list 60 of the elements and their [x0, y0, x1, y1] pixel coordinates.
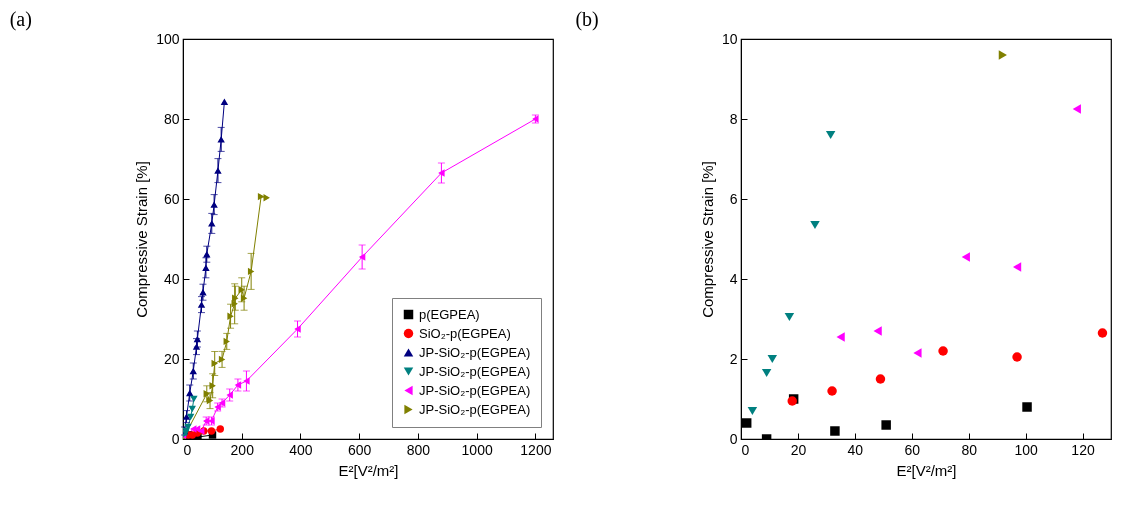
point: [1022, 402, 1032, 412]
legend-label: JP-SiO₂-p(EGPEA): [419, 363, 531, 379]
y-tick-label: 0: [171, 430, 180, 447]
legend-label: SiO₂-p(EGPEA): [419, 325, 511, 341]
point: [881, 420, 891, 430]
x-tick-label: 600: [348, 441, 372, 458]
x-tick-label: 20: [790, 441, 807, 458]
point: [1012, 352, 1022, 362]
point: [961, 252, 970, 262]
point: [810, 220, 820, 230]
point: [827, 386, 837, 396]
point: [998, 50, 1007, 60]
x-tick-label: 60: [904, 441, 921, 458]
x-tick-label: 120: [1071, 441, 1095, 458]
y-tick-label: 6: [729, 190, 738, 207]
x-tick-label: 400: [289, 441, 313, 458]
y-axis-title: Compressive Strain [%]: [698, 161, 716, 318]
point: [875, 374, 886, 384]
point: [873, 326, 882, 336]
point: [1072, 104, 1081, 114]
y-tick-label: 0: [729, 430, 738, 447]
point: [830, 426, 840, 436]
point: [784, 312, 795, 322]
x-tick-label: 1200: [520, 441, 552, 458]
x-tick-label: 1000: [461, 441, 493, 458]
y-tick-label: 100: [156, 30, 180, 47]
y-tick-label: 4: [729, 270, 738, 287]
x-axis-title: E²[V²/m²]: [896, 461, 957, 479]
text: (b): [575, 8, 599, 31]
legend-label: JP-SiO₂-p(EGPEA): [419, 382, 531, 398]
y-axis-title: Compressive Strain [%]: [133, 161, 151, 318]
legend-label: JP-SiO₂-p(EGPEA): [419, 401, 531, 417]
x-axis-title: E²[V²/m²]: [338, 461, 399, 479]
text: (a): [9, 8, 32, 31]
y-tick-label: 40: [163, 270, 180, 287]
x-tick-label: 80: [961, 441, 978, 458]
x-tick-label: 40: [847, 441, 864, 458]
legend-label: p(EGPEA): [419, 306, 480, 322]
point: [741, 418, 752, 428]
x-tick-label: 800: [406, 441, 431, 458]
point: [747, 406, 758, 416]
x-tick-label: 0: [741, 441, 750, 458]
point: [938, 346, 948, 356]
point: [836, 332, 845, 342]
y-tick-label: 10: [721, 30, 738, 47]
point: [761, 368, 772, 378]
x-tick-label: 100: [1014, 441, 1039, 458]
y-tick-label: 8: [729, 110, 738, 127]
y-tick-label: 20: [163, 350, 180, 367]
y-tick-label: 80: [163, 110, 180, 127]
point: [767, 354, 778, 364]
point: [1012, 262, 1022, 272]
point: [913, 348, 922, 358]
x-tick-label: 200: [230, 441, 255, 458]
legend-label: JP-SiO₂-p(EGPEA): [419, 344, 531, 360]
y-tick-label: 60: [163, 190, 180, 207]
y-tick-label: 2: [729, 350, 738, 367]
x-tick-label: 0: [183, 441, 192, 458]
point: [1097, 328, 1108, 338]
point: [825, 130, 836, 140]
